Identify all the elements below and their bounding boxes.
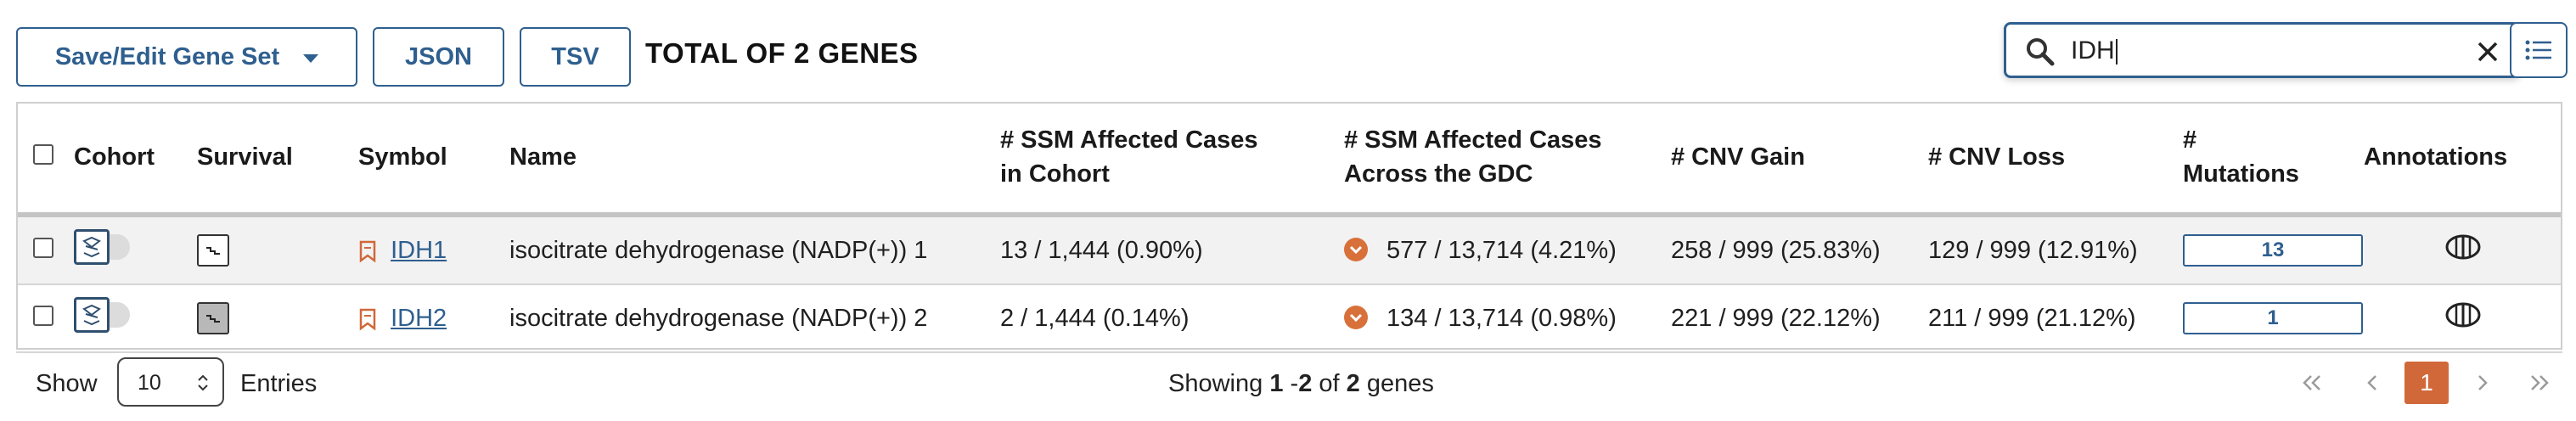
search-icon [2027, 38, 2055, 66]
cohort-toggle-icon [74, 297, 110, 333]
header-name[interactable]: Name [509, 102, 1000, 217]
header-symbol[interactable]: Symbol [358, 102, 509, 217]
showing-prefix: Showing [1168, 370, 1263, 397]
close-icon[interactable] [2477, 41, 2499, 63]
info-circle-icon[interactable] [1344, 237, 1368, 261]
ssm-gdc-value: 577 / 13,714 (4.21%) [1386, 236, 1617, 264]
select-all-checkbox[interactable] [33, 144, 53, 165]
cohort-toggle[interactable] [74, 229, 133, 265]
unit-label: genes [1366, 370, 1434, 397]
cohort-toggle[interactable] [74, 297, 133, 333]
header-ssm-gdc-line2: Across the GDC [1344, 160, 1533, 188]
page-button-current[interactable]: 1 [2404, 362, 2449, 404]
page-size-select[interactable]: 10 [117, 357, 224, 407]
range-end: 2 [1298, 370, 1313, 397]
range-start: 1 [1269, 370, 1284, 397]
save-edit-gene-set-button[interactable]: Save/Edit Gene Set [16, 27, 357, 87]
header-ssm-gdc[interactable]: # SSM Affected Cases Across the GDC [1344, 102, 1671, 217]
range-sep: - [1290, 370, 1299, 397]
cnv-gain-value: 258 / 999 (25.83%) [1671, 215, 1928, 285]
header-cnv-loss[interactable]: # CNV Loss [1928, 102, 2183, 217]
cohort-toggle-icon [74, 229, 110, 265]
total-genes-count: TOTAL OF 2 GENES [645, 37, 919, 69]
menu-icon [2525, 40, 2551, 60]
gene-name: isocitrate dehydrogenase (NADP(+)) 2 [509, 284, 1000, 353]
first-page-icon[interactable] [2291, 362, 2335, 404]
search-input-value: IDH [2071, 36, 2115, 65]
mutations-count-button[interactable]: 13 [2183, 234, 2363, 267]
tsv-export-button[interactable]: TSV [520, 27, 631, 87]
cnv-loss-value: 211 / 999 (21.12%) [1928, 284, 2183, 353]
header-mutations-line1: # [2183, 126, 2197, 154]
gene-symbol-link[interactable]: IDH2 [391, 304, 447, 332]
header-ssm-gdc-line1: # SSM Affected Cases [1344, 126, 1602, 154]
header-ssm-cohort[interactable]: # SSM Affected Cases in Cohort [1000, 102, 1344, 217]
survival-plot-icon[interactable] [197, 302, 229, 334]
entries-label: Entries [240, 370, 318, 397]
table-header-row: Cohort Survival Symbol Name # SSM Affect… [16, 102, 2562, 217]
header-cohort[interactable]: Cohort [74, 102, 197, 217]
gene-symbol-link[interactable]: IDH1 [391, 236, 447, 264]
of-label: of [1319, 370, 1340, 397]
cnv-loss-value: 129 / 999 (12.91%) [1928, 215, 2183, 285]
header-survival[interactable]: Survival [197, 102, 358, 217]
ssm-cohort-value: 2 / 1,444 (0.14%) [1000, 284, 1344, 353]
header-ssm-cohort-line2: in Cohort [1000, 160, 1110, 188]
genes-table: Cohort Survival Symbol Name # SSM Affect… [16, 102, 2562, 353]
show-label: Show [36, 370, 98, 397]
ssm-cohort-value: 13 / 1,444 (0.90%) [1000, 215, 1344, 285]
table-row: IDH1 isocitrate dehydrogenase (NADP(+)) … [16, 215, 2562, 285]
next-page-icon[interactable] [2461, 362, 2505, 404]
gene-bookmark-icon [359, 308, 376, 331]
mutations-count-button[interactable]: 1 [2183, 302, 2363, 334]
json-export-button[interactable]: JSON [373, 27, 504, 87]
header-cnv-gain[interactable]: # CNV Gain [1671, 102, 1928, 217]
total-count: 2 [1346, 370, 1360, 397]
chevron-down-icon [303, 54, 319, 63]
page-size-value: 10 [138, 371, 161, 395]
header-annotations: Annotations [2364, 102, 2562, 217]
search-input[interactable]: IDH [2004, 22, 2520, 78]
row-checkbox[interactable] [33, 305, 53, 326]
cnv-gain-value: 221 / 999 (22.12%) [1671, 284, 1928, 353]
json-label: JSON [405, 42, 472, 70]
gene-name: isocitrate dehydrogenase (NADP(+)) 1 [509, 215, 1000, 285]
row-checkbox[interactable] [33, 237, 53, 258]
annotations-icon[interactable] [2444, 301, 2482, 328]
survival-plot-icon[interactable] [197, 234, 229, 267]
tsv-label: TSV [551, 42, 599, 70]
column-menu-button[interactable] [2510, 22, 2568, 78]
table-row: IDH2 isocitrate dehydrogenase (NADP(+)) … [16, 284, 2562, 353]
info-circle-icon[interactable] [1344, 305, 1368, 329]
showing-summary: Showing 1 -2 of 2 genes [1168, 370, 1434, 398]
chevron-updown-icon [198, 374, 208, 391]
ssm-gdc-value: 134 / 13,714 (0.98%) [1386, 304, 1617, 332]
save-edit-gene-set-label: Save/Edit Gene Set [54, 42, 280, 70]
gene-bookmark-icon [359, 240, 376, 263]
prev-page-icon[interactable] [2350, 362, 2394, 404]
header-mutations[interactable]: # Mutations [2183, 102, 2364, 217]
header-mutations-line2: Mutations [2183, 160, 2299, 188]
header-ssm-cohort-line1: # SSM Affected Cases [1000, 126, 1258, 154]
last-page-icon[interactable] [2517, 362, 2561, 404]
annotations-icon[interactable] [2444, 233, 2482, 261]
